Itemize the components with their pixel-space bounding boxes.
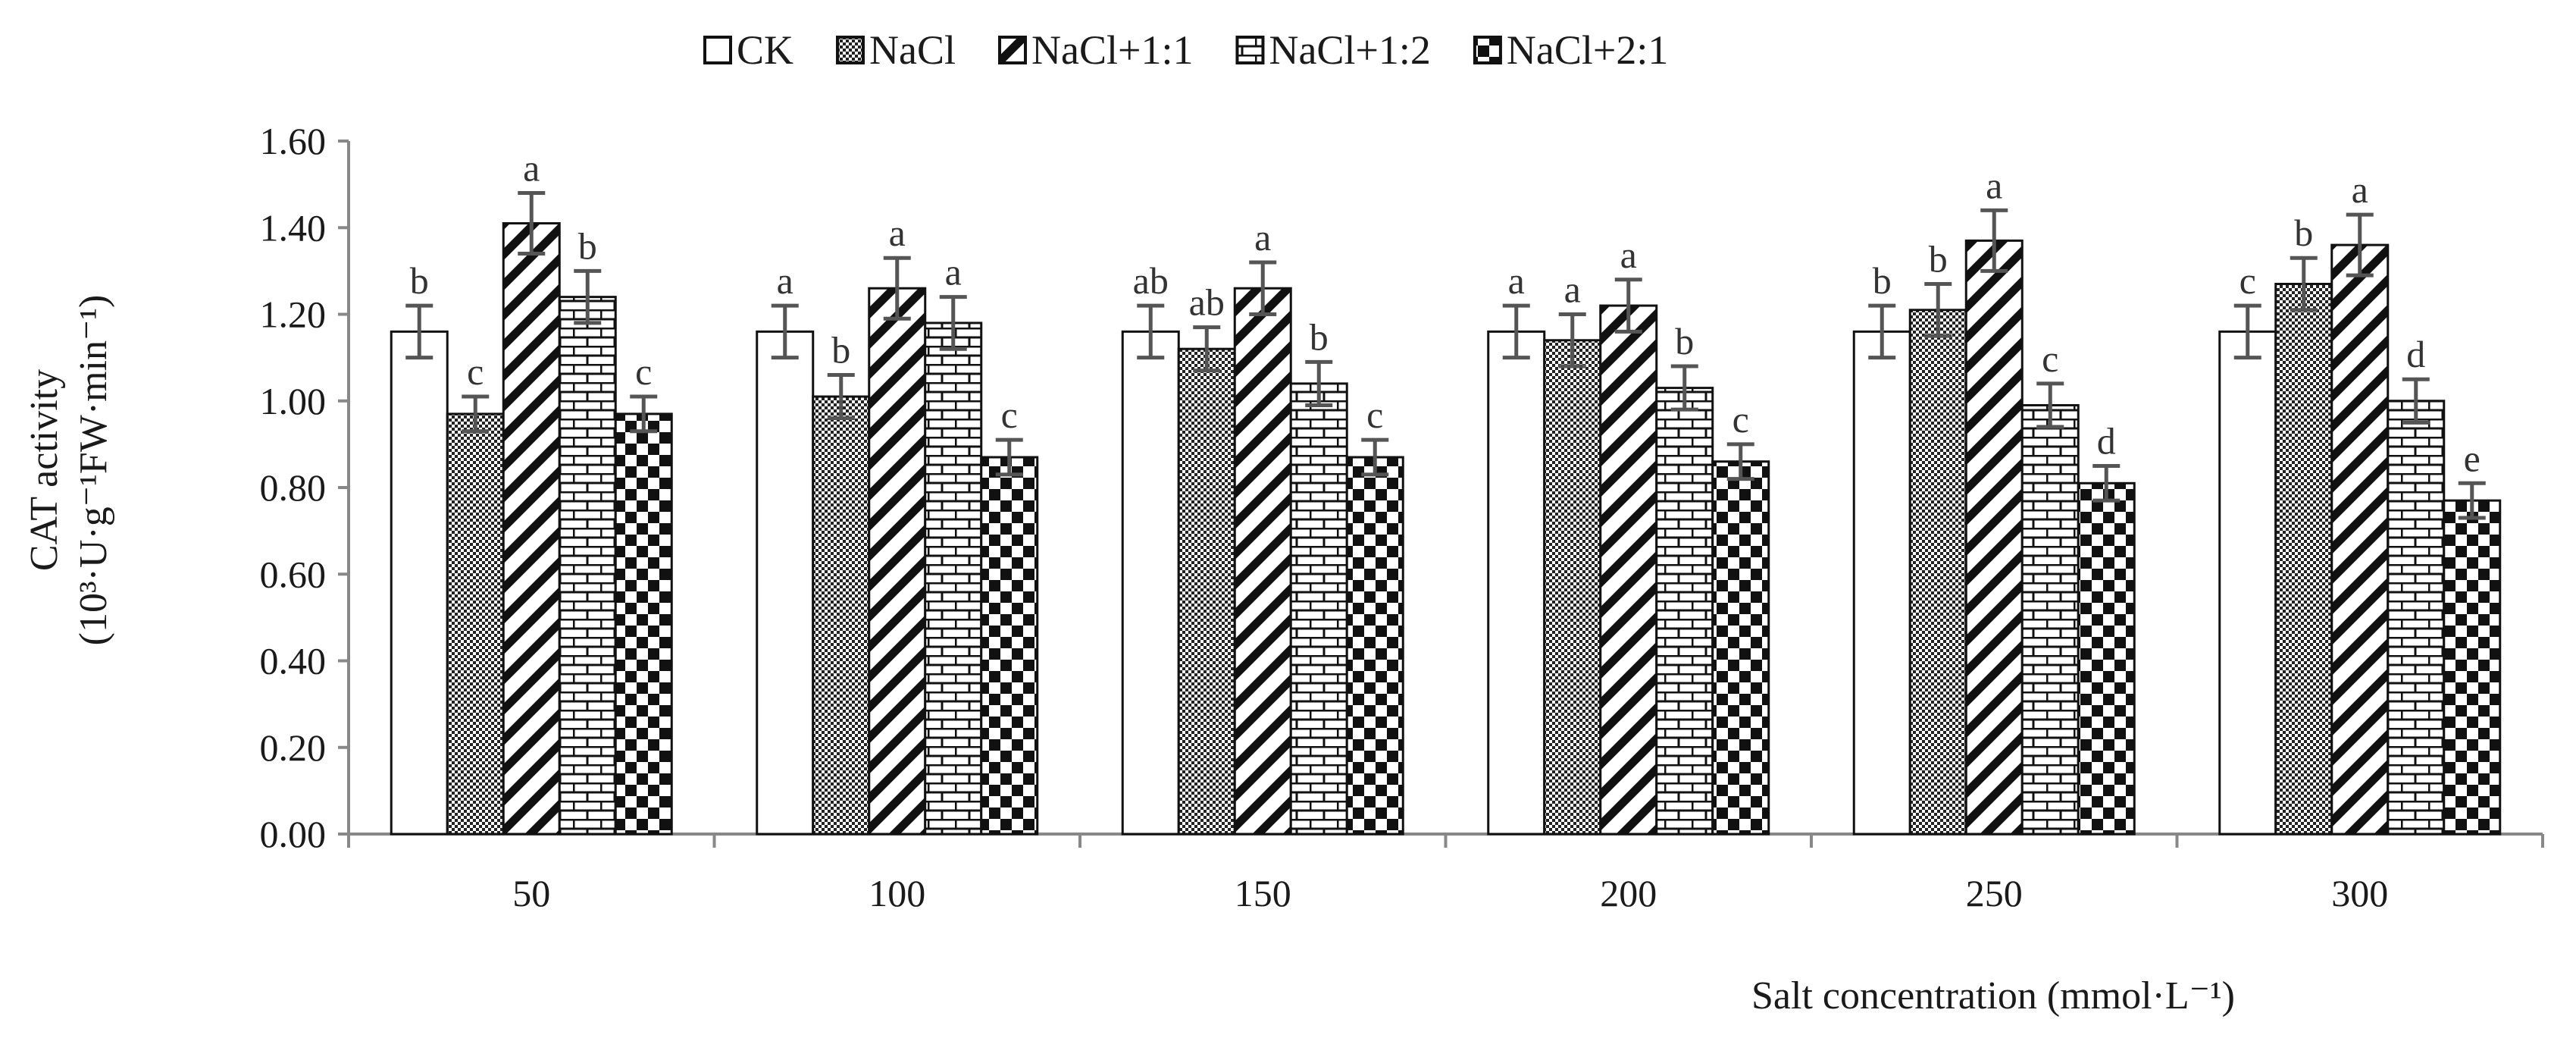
bar bbox=[756, 330, 815, 836]
bar bbox=[1852, 330, 1911, 836]
significance-label: a bbox=[1254, 216, 1271, 259]
bar bbox=[1233, 287, 1292, 836]
y-tick-label: 1.60 bbox=[260, 120, 327, 162]
significance-label: a bbox=[2352, 168, 2368, 211]
significance-label: d bbox=[2097, 419, 2116, 462]
y-tick-label: 0.80 bbox=[260, 466, 327, 509]
bar bbox=[1964, 239, 2024, 836]
bar bbox=[1121, 330, 1180, 836]
bar bbox=[2274, 283, 2333, 836]
significance-label: b bbox=[831, 328, 850, 371]
x-axis-title: Salt concentration (mmol·L⁻¹) bbox=[1751, 974, 2235, 1018]
bar bbox=[1599, 304, 1658, 836]
bar bbox=[1487, 330, 1546, 836]
significance-label: b bbox=[578, 224, 597, 267]
y-tick-label: 1.00 bbox=[260, 380, 327, 422]
bar bbox=[2077, 481, 2136, 836]
significance-label: ab bbox=[1189, 281, 1225, 324]
bar bbox=[1289, 382, 1348, 836]
significance-label: c bbox=[1732, 398, 1749, 441]
legend-swatch bbox=[998, 36, 1028, 64]
significance-label: a bbox=[945, 251, 962, 293]
significance-label: e bbox=[2464, 437, 2481, 479]
bar bbox=[558, 296, 617, 836]
legend-swatch bbox=[703, 36, 732, 64]
bar bbox=[1655, 387, 1714, 836]
legend-swatch bbox=[1473, 36, 1502, 64]
legend-label: NaCl+1:2 bbox=[1269, 27, 1430, 73]
significance-label: a bbox=[1508, 259, 1525, 302]
bar bbox=[390, 330, 449, 836]
bar bbox=[614, 412, 673, 836]
y-tick-label: 0.40 bbox=[260, 640, 327, 682]
significance-label: a bbox=[1564, 268, 1581, 311]
y-tick-label: 1.40 bbox=[260, 206, 327, 249]
significance-label: ab bbox=[1133, 259, 1169, 302]
significance-label: c bbox=[467, 350, 484, 393]
legend-label: NaCl bbox=[869, 27, 956, 73]
significance-label: c bbox=[635, 350, 652, 393]
bar bbox=[1543, 339, 1602, 836]
significance-label: c bbox=[2042, 337, 2058, 380]
bar bbox=[446, 412, 505, 836]
bar bbox=[812, 395, 871, 836]
bar bbox=[2387, 400, 2446, 836]
x-tick-label: 50 bbox=[512, 872, 550, 914]
x-axis: 50 100 150 200 250 300 bbox=[347, 833, 2544, 914]
bar bbox=[1908, 309, 1967, 836]
bar bbox=[2020, 403, 2080, 836]
y-tick-label: 1.20 bbox=[260, 293, 327, 336]
x-tick-label: 150 bbox=[1235, 872, 1291, 914]
significance-label: b bbox=[1873, 259, 1892, 302]
y-tick-label: 0.60 bbox=[260, 553, 327, 595]
significance-label: c bbox=[2240, 259, 2256, 302]
bar bbox=[1177, 347, 1236, 836]
bar bbox=[868, 287, 927, 836]
legend-label: NaCl+2:1 bbox=[1507, 27, 1668, 73]
bar bbox=[1345, 456, 1404, 836]
significance-label: a bbox=[1986, 164, 2002, 206]
bar bbox=[924, 321, 983, 836]
bar bbox=[2330, 243, 2390, 836]
x-tick-label: 300 bbox=[2331, 872, 2388, 914]
bar bbox=[2443, 499, 2502, 836]
significance-label: a bbox=[889, 212, 906, 254]
y-axis: 0.00 0.20 0.40 0.60 0.80 1.00 1.20 1.40 1.60 bbox=[260, 120, 350, 855]
y-tick-label: 0.20 bbox=[260, 726, 327, 769]
significance-label: d bbox=[2406, 333, 2425, 375]
significance-label: c bbox=[1366, 394, 1383, 436]
legend-label: CK bbox=[737, 27, 793, 73]
significance-label: b bbox=[1310, 315, 1329, 358]
y-axis-title-line1: CAT activity bbox=[23, 369, 66, 571]
bar bbox=[2218, 330, 2277, 836]
bar bbox=[1711, 460, 1770, 836]
significance-label: a bbox=[1620, 234, 1637, 276]
significance-label: a bbox=[777, 259, 793, 302]
legend: CK NaCl NaCl+1:1 NaCl+1:2 NaCl+2:1 bbox=[703, 27, 1668, 73]
x-tick-label: 250 bbox=[1966, 872, 2023, 914]
significance-label: a bbox=[523, 147, 540, 190]
significance-label: b bbox=[1929, 238, 1948, 281]
y-axis-title-line2: (10³·U·g⁻¹FW·min⁻¹) bbox=[72, 295, 115, 646]
significance-label: b bbox=[410, 259, 429, 302]
bar bbox=[980, 456, 1039, 836]
legend-swatch bbox=[1235, 36, 1265, 64]
significance-label: c bbox=[1001, 394, 1018, 436]
significance-label: b bbox=[1675, 320, 1694, 362]
bar bbox=[502, 222, 561, 836]
legend-swatch bbox=[836, 36, 865, 64]
significance-label: b bbox=[2294, 212, 2313, 254]
legend-label: NaCl+1:1 bbox=[1031, 27, 1193, 73]
x-tick-label: 100 bbox=[869, 872, 925, 914]
x-tick-label: 200 bbox=[1600, 872, 1657, 914]
y-tick-label: 0.00 bbox=[260, 813, 327, 855]
